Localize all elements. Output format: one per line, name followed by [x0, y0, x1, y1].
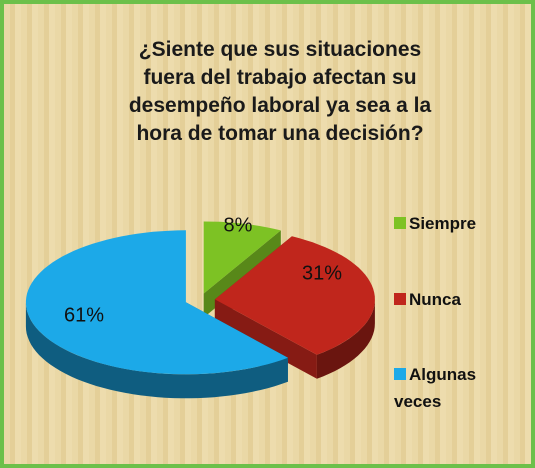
slice: [203, 221, 281, 294]
legend-item: Siempre: [394, 210, 514, 237]
chart-title: hora de tomar una decisión?: [136, 122, 423, 145]
chart: ¿Siente que sus situaciones fuera del tra…: [25, 38, 432, 399]
data-label: 31%: [302, 262, 342, 284]
slice: [25, 230, 288, 375]
data-label: 8%: [224, 214, 253, 236]
legend-swatch: [394, 368, 406, 380]
slice-side: [25, 302, 288, 399]
legend-swatch: [394, 293, 406, 305]
slice: [214, 236, 375, 355]
slice-tops: [25, 221, 375, 375]
chart-title: desempeño laboral ya sea a la: [129, 94, 432, 117]
legend-swatch: [394, 217, 406, 229]
slice-side: [316, 299, 375, 379]
legend-item: Nunca: [394, 286, 514, 313]
chart-title: fuera del trabajo afectan su: [143, 66, 416, 89]
chart-title: ¿Siente que sus situaciones: [139, 38, 421, 61]
data-label: 61%: [64, 304, 104, 326]
legend-item: Algunas veces: [394, 361, 514, 415]
legend-label: Nunca: [409, 290, 461, 309]
slice-wall: [214, 299, 317, 379]
legend-label: Algunas veces: [394, 365, 477, 411]
legend-label: Siempre: [409, 214, 477, 233]
